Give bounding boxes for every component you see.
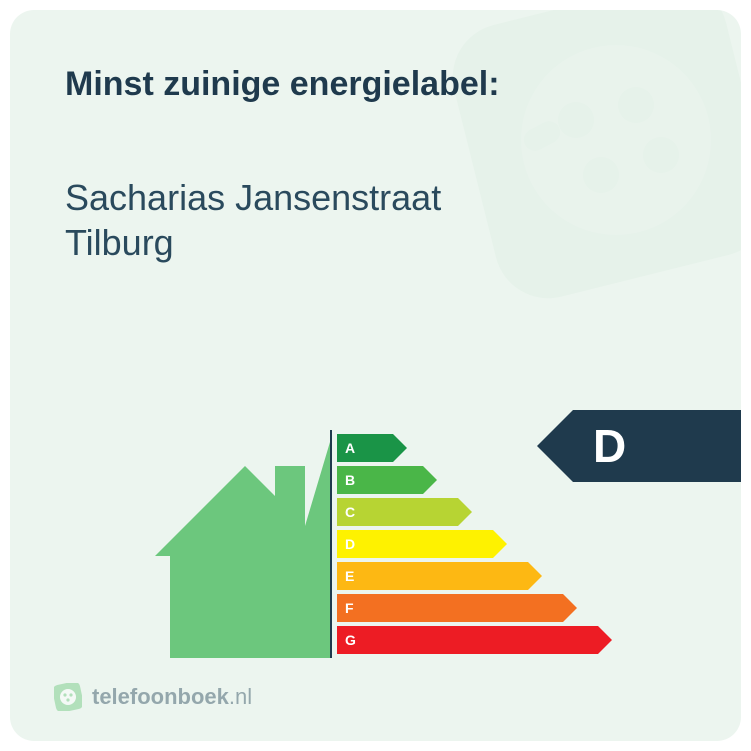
rating-badge: D — [537, 410, 741, 482]
bar-shape — [337, 562, 542, 590]
address-city: Tilburg — [65, 222, 174, 263]
brand-tld: .nl — [229, 684, 252, 709]
rating-letter: D — [593, 419, 626, 473]
brand-bold: telefoonboek — [92, 684, 229, 709]
bar-shape — [337, 530, 507, 558]
badge-shape — [537, 410, 741, 482]
bar-label: E — [345, 562, 354, 590]
footer-brand: telefoonboek.nl — [54, 683, 252, 711]
watermark-icon — [441, 10, 741, 310]
bar-label: A — [345, 434, 355, 462]
bar-shape — [337, 498, 472, 526]
bar-label: C — [345, 498, 355, 526]
info-card: Minst zuinige energielabel: Sacharias Ja… — [10, 10, 741, 741]
address-street: Sacharias Jansenstraat — [65, 177, 441, 218]
bar-label: D — [345, 530, 355, 558]
brand-logo-icon — [54, 683, 82, 711]
house-icon — [155, 442, 330, 658]
bar-label: F — [345, 594, 354, 622]
brand-name: telefoonboek.nl — [92, 684, 252, 710]
bar-shape — [337, 626, 612, 654]
card-title: Minst zuinige energielabel: — [65, 65, 500, 104]
bar-shape — [337, 594, 577, 622]
chart-divider — [330, 430, 332, 658]
bar-label: B — [345, 466, 355, 494]
bar-label: G — [345, 626, 356, 654]
address-block: Sacharias Jansenstraat Tilburg — [65, 175, 441, 265]
